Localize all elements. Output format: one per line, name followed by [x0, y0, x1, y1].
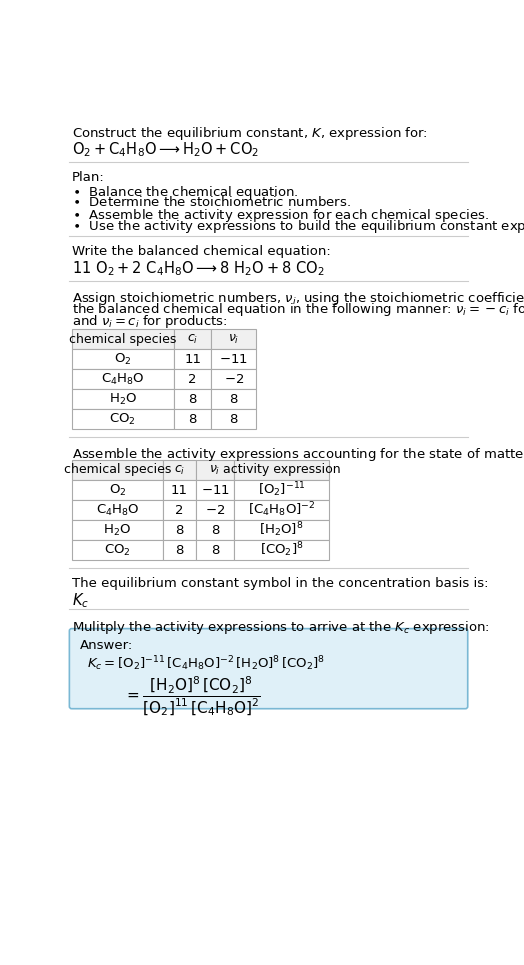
Text: $\mathrm{CO_2}$: $\mathrm{CO_2}$	[104, 542, 131, 558]
Bar	[174, 329, 211, 349]
Text: $c_i$: $c_i$	[174, 463, 185, 477]
Text: 8: 8	[189, 393, 197, 405]
Bar	[72, 460, 163, 480]
Text: $[\mathrm{CO_2}]^{8}$: $[\mathrm{CO_2}]^{8}$	[260, 540, 303, 560]
Text: Answer:: Answer:	[80, 639, 133, 651]
Text: 11: 11	[171, 483, 188, 497]
Bar	[195, 480, 234, 500]
Text: $\mathrm{H_2O}$: $\mathrm{H_2O}$	[109, 392, 137, 406]
Bar	[211, 370, 256, 389]
Bar	[174, 370, 211, 389]
Text: $\nu_i$: $\nu_i$	[210, 463, 221, 477]
Text: 8: 8	[175, 543, 183, 557]
Text: $\mathrm{CO_2}$: $\mathrm{CO_2}$	[110, 412, 136, 427]
Text: $\bullet$  Assemble the activity expression for each chemical species.: $\bullet$ Assemble the activity expressi…	[72, 207, 488, 224]
Text: Assign stoichiometric numbers, $\nu_i$, using the stoichiometric coefficients, $: Assign stoichiometric numbers, $\nu_i$, …	[72, 290, 524, 307]
Text: $\bullet$  Use the activity expressions to build the equilibrium constant expres: $\bullet$ Use the activity expressions t…	[72, 218, 524, 235]
Bar	[211, 409, 256, 429]
Bar	[72, 520, 163, 540]
Text: $-$11: $-$11	[201, 483, 230, 497]
Text: activity expression: activity expression	[223, 463, 341, 477]
Text: 8: 8	[230, 413, 238, 426]
Bar	[72, 389, 174, 409]
Text: $= \dfrac{[\mathrm{H_2O}]^{8}\, [\mathrm{CO_2}]^{8}}{[\mathrm{O_2}]^{11}\, [\mat: $= \dfrac{[\mathrm{H_2O}]^{8}\, [\mathrm…	[124, 674, 261, 718]
Text: $\mathrm{C_4H_8O}$: $\mathrm{C_4H_8O}$	[101, 372, 145, 387]
Bar	[234, 460, 329, 480]
Text: the balanced chemical equation in the following manner: $\nu_i = -c_i$ for react: the balanced chemical equation in the fo…	[72, 301, 524, 318]
Text: $-$11: $-$11	[219, 352, 248, 366]
Bar	[72, 329, 174, 349]
Text: Mulitply the activity expressions to arrive at the $K_c$ expression:: Mulitply the activity expressions to arr…	[72, 619, 489, 636]
Text: $\mathrm{O_2 + C_4H_8O \longrightarrow H_2O + CO_2}$: $\mathrm{O_2 + C_4H_8O \longrightarrow H…	[72, 141, 259, 159]
Text: $K_c = [\mathrm{O_2}]^{-11}\, [\mathrm{C_4H_8O}]^{-2}\, [\mathrm{H_2O}]^{8}\, [\: $K_c = [\mathrm{O_2}]^{-11}\, [\mathrm{C…	[87, 654, 325, 673]
Text: 8: 8	[189, 413, 197, 426]
Bar	[163, 500, 195, 520]
Bar	[72, 500, 163, 520]
Text: 11: 11	[184, 352, 201, 366]
Bar	[195, 540, 234, 560]
Text: Write the balanced chemical equation:: Write the balanced chemical equation:	[72, 245, 331, 259]
Text: 8: 8	[211, 543, 219, 557]
Text: $\nu_i$: $\nu_i$	[228, 333, 239, 345]
Bar	[174, 349, 211, 370]
Bar	[211, 349, 256, 370]
Bar	[72, 409, 174, 429]
Text: $[\mathrm{H_2O}]^{8}$: $[\mathrm{H_2O}]^{8}$	[259, 521, 304, 539]
Text: Assemble the activity expressions accounting for the state of matter and $\nu_i$: Assemble the activity expressions accoun…	[72, 446, 524, 463]
Text: $K_c$: $K_c$	[72, 591, 89, 610]
Bar	[163, 480, 195, 500]
Bar	[195, 500, 234, 520]
Text: 8: 8	[211, 524, 219, 537]
Bar	[72, 349, 174, 370]
Text: $c_i$: $c_i$	[187, 333, 198, 345]
Text: $[\mathrm{C_4H_8O}]^{-2}$: $[\mathrm{C_4H_8O}]^{-2}$	[248, 501, 315, 519]
Bar	[234, 520, 329, 540]
Text: $-$2: $-$2	[224, 372, 244, 386]
Bar	[163, 540, 195, 560]
Text: $\mathrm{O_2}$: $\mathrm{O_2}$	[114, 351, 132, 367]
Text: 2: 2	[175, 504, 184, 516]
Bar	[234, 540, 329, 560]
Text: $\bullet$  Balance the chemical equation.: $\bullet$ Balance the chemical equation.	[72, 183, 298, 201]
Bar	[234, 500, 329, 520]
Bar	[72, 540, 163, 560]
Bar	[195, 460, 234, 480]
Bar	[211, 389, 256, 409]
Text: $\mathrm{O_2}$: $\mathrm{O_2}$	[108, 482, 126, 498]
Bar	[72, 480, 163, 500]
Text: $\bullet$  Determine the stoichiometric numbers.: $\bullet$ Determine the stoichiometric n…	[72, 195, 351, 209]
Text: chemical species: chemical species	[64, 463, 171, 477]
Text: and $\nu_i = c_i$ for products:: and $\nu_i = c_i$ for products:	[72, 313, 227, 330]
Bar	[234, 480, 329, 500]
FancyBboxPatch shape	[69, 628, 468, 708]
Text: The equilibrium constant symbol in the concentration basis is:: The equilibrium constant symbol in the c…	[72, 577, 488, 590]
Text: 2: 2	[188, 372, 197, 386]
Text: chemical species: chemical species	[69, 333, 177, 345]
Text: $[\mathrm{O_2}]^{-11}$: $[\mathrm{O_2}]^{-11}$	[258, 481, 305, 499]
Text: $\mathrm{11\ O_2 + 2\ C_4H_8O \longrightarrow 8\ H_2O + 8\ CO_2}$: $\mathrm{11\ O_2 + 2\ C_4H_8O \longright…	[72, 259, 324, 278]
Bar	[174, 409, 211, 429]
Bar	[195, 520, 234, 540]
Text: 8: 8	[230, 393, 238, 405]
Text: $\mathrm{H_2O}$: $\mathrm{H_2O}$	[103, 522, 132, 538]
Bar	[174, 389, 211, 409]
Text: Plan:: Plan:	[72, 171, 104, 184]
Text: $-$2: $-$2	[205, 504, 225, 516]
Text: Construct the equilibrium constant, $K$, expression for:: Construct the equilibrium constant, $K$,…	[72, 125, 428, 142]
Text: $\mathrm{C_4H_8O}$: $\mathrm{C_4H_8O}$	[95, 503, 139, 517]
Text: 8: 8	[175, 524, 183, 537]
Bar	[163, 520, 195, 540]
Bar	[211, 329, 256, 349]
Bar	[163, 460, 195, 480]
Bar	[72, 370, 174, 389]
